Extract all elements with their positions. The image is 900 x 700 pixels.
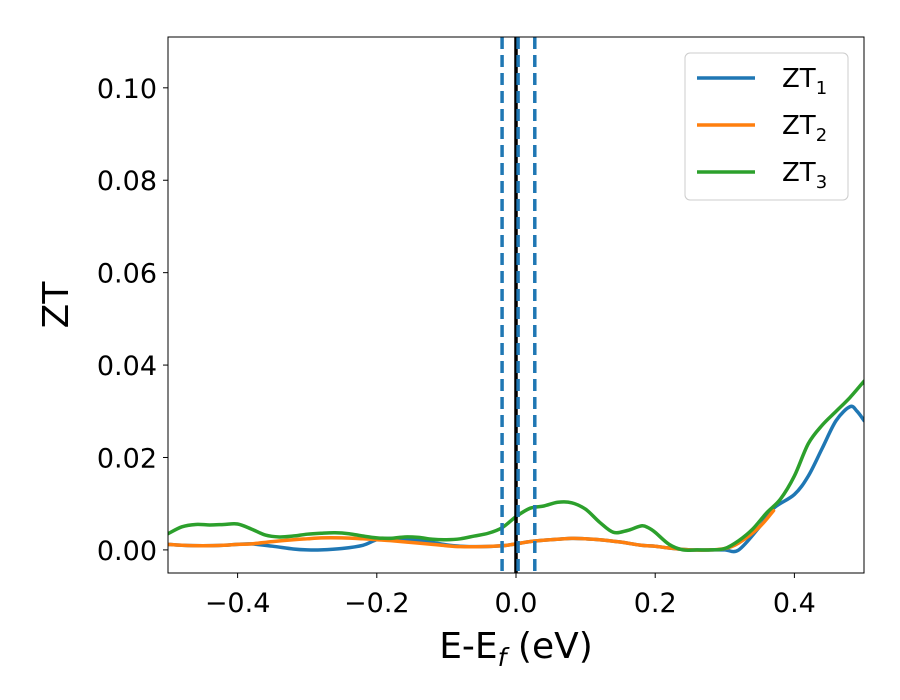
y-tick-label: 0.08	[97, 166, 157, 197]
legend-label-zt2: ZT2	[782, 111, 827, 146]
y-axis-ticks: 0.00 0.02 0.04 0.06 0.08 0.10	[97, 74, 168, 567]
series-layer	[168, 379, 864, 554]
x-tick-label: −0.2	[344, 588, 410, 619]
x-axis-title-main: E-E	[439, 626, 497, 667]
legend-label-subscript: 2	[816, 125, 827, 146]
x-axis-ticks: −0.4 −0.2 0.0 0.2 0.4	[205, 573, 816, 619]
series-line-zt3	[168, 379, 864, 553]
y-tick-label: 0.02	[97, 443, 157, 474]
y-tick-label: 0.04	[97, 351, 157, 382]
x-axis-title: E-Ef (eV)	[439, 626, 593, 672]
y-tick-label: 0.06	[97, 259, 157, 290]
legend-label-subscript: 3	[816, 172, 827, 193]
legend-label-main: ZT	[782, 111, 816, 141]
legend-label-zt1: ZT1	[782, 64, 827, 99]
y-axis-title: ZT	[36, 281, 77, 329]
x-tick-label: 0.0	[495, 588, 538, 619]
x-tick-label: 0.4	[773, 588, 816, 619]
legend-label-zt3: ZT3	[782, 158, 827, 193]
legend-frame	[684, 52, 849, 201]
y-tick-label: 0.10	[97, 74, 157, 105]
y-tick-label: 0.00	[97, 536, 157, 567]
series-line-zt2	[168, 508, 776, 552]
legend-label-subscript: 1	[816, 78, 827, 99]
x-tick-label: 0.2	[634, 588, 677, 619]
legend-label-main: ZT	[782, 64, 816, 94]
legend-label-main: ZT	[782, 158, 816, 188]
x-axis-title-unit: (eV)	[506, 626, 592, 667]
x-tick-label: −0.4	[205, 588, 271, 619]
reference-lines	[500, 37, 537, 573]
